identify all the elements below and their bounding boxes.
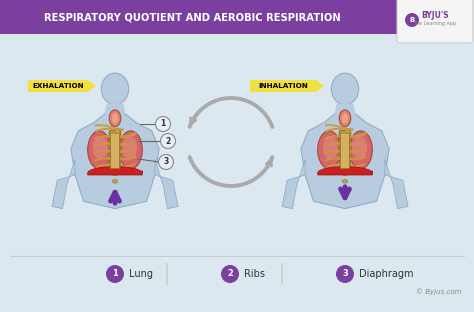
Ellipse shape (88, 131, 111, 169)
Text: BYJU'S: BYJU'S (421, 12, 449, 21)
FancyBboxPatch shape (385, 0, 400, 34)
Ellipse shape (112, 150, 118, 154)
Ellipse shape (375, 0, 405, 34)
Ellipse shape (342, 165, 347, 168)
Polygon shape (52, 159, 75, 209)
Ellipse shape (112, 179, 118, 183)
Polygon shape (155, 159, 178, 209)
FancyBboxPatch shape (109, 130, 121, 171)
Ellipse shape (349, 131, 372, 169)
Ellipse shape (119, 131, 142, 169)
Ellipse shape (342, 172, 347, 176)
Text: 2: 2 (227, 270, 233, 279)
Ellipse shape (112, 158, 118, 161)
Text: Lung: Lung (129, 269, 153, 279)
Ellipse shape (323, 136, 337, 159)
Text: B: B (410, 17, 415, 23)
Polygon shape (282, 159, 305, 209)
Circle shape (221, 265, 239, 283)
Ellipse shape (352, 136, 367, 159)
Text: EXHALATION: EXHALATION (32, 83, 84, 89)
Ellipse shape (101, 73, 128, 105)
Text: 3: 3 (342, 270, 348, 279)
Ellipse shape (112, 143, 118, 146)
Ellipse shape (342, 179, 347, 183)
FancyBboxPatch shape (397, 0, 473, 43)
Ellipse shape (342, 158, 347, 161)
Circle shape (161, 134, 175, 149)
Text: Diaphragm: Diaphragm (359, 269, 413, 279)
Circle shape (106, 265, 124, 283)
Ellipse shape (339, 110, 351, 127)
Ellipse shape (93, 136, 108, 159)
Text: RESPIRATORY QUOTIENT AND AEROBIC RESPIRATION: RESPIRATORY QUOTIENT AND AEROBIC RESPIRA… (44, 12, 340, 22)
Polygon shape (250, 80, 324, 92)
Ellipse shape (342, 150, 347, 154)
Text: Ribs: Ribs (244, 269, 265, 279)
Ellipse shape (342, 135, 347, 139)
Polygon shape (104, 104, 126, 114)
Ellipse shape (112, 135, 118, 139)
Circle shape (405, 13, 419, 27)
Polygon shape (301, 109, 389, 209)
Circle shape (336, 265, 354, 283)
Polygon shape (88, 167, 142, 175)
Circle shape (155, 116, 171, 131)
Ellipse shape (122, 136, 137, 159)
Text: 1: 1 (112, 270, 118, 279)
FancyBboxPatch shape (0, 0, 390, 34)
Ellipse shape (112, 165, 118, 168)
Ellipse shape (342, 113, 348, 124)
Text: The Learning App: The Learning App (413, 22, 456, 27)
Polygon shape (318, 167, 372, 175)
FancyBboxPatch shape (110, 133, 119, 169)
Ellipse shape (331, 73, 359, 105)
Text: 2: 2 (165, 137, 171, 145)
Text: INHALATION: INHALATION (258, 83, 308, 89)
Polygon shape (71, 109, 159, 209)
Circle shape (158, 154, 173, 169)
Text: 1: 1 (160, 119, 165, 129)
FancyBboxPatch shape (340, 133, 350, 169)
Ellipse shape (109, 110, 121, 127)
Polygon shape (385, 159, 408, 209)
Ellipse shape (112, 172, 118, 176)
Ellipse shape (318, 131, 341, 169)
FancyBboxPatch shape (339, 130, 351, 171)
Text: 3: 3 (164, 158, 169, 167)
Polygon shape (28, 80, 96, 92)
Polygon shape (335, 104, 356, 114)
Text: © Byjus.com: © Byjus.com (417, 289, 462, 295)
Ellipse shape (112, 113, 118, 124)
Ellipse shape (342, 143, 347, 146)
